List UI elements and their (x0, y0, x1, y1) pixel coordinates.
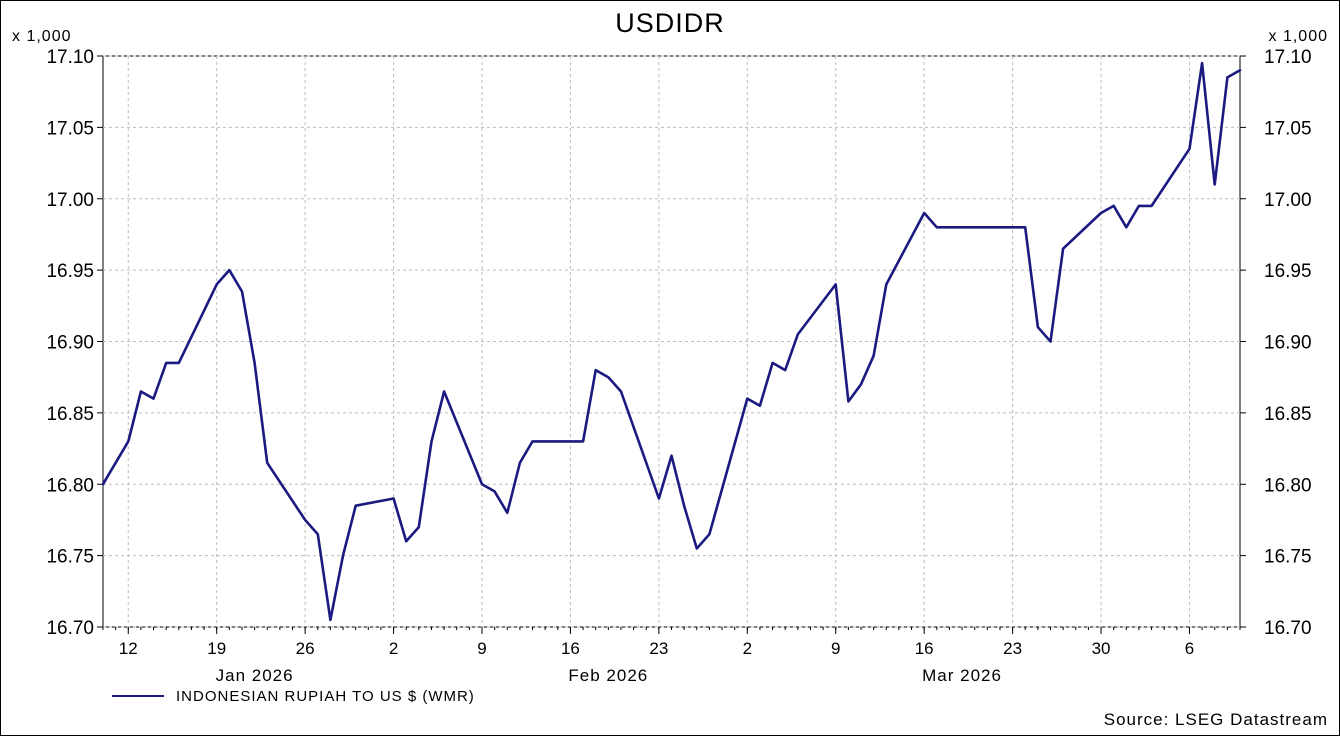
x-tick-label: 6 (1185, 639, 1194, 658)
x-tick-label: 16 (561, 639, 580, 658)
legend: INDONESIAN RUPIAH TO US $ (WMR) (112, 686, 475, 706)
y-tick-label-right: 16.80 (1264, 475, 1312, 496)
legend-swatch (112, 695, 164, 697)
y-tick-label-right: 16.75 (1264, 547, 1312, 568)
y-tick-label-right: 16.90 (1264, 333, 1312, 354)
x-tick-label: 9 (831, 639, 840, 658)
y-tick-label-right: 17.10 (1264, 47, 1312, 68)
x-tick-label: 2 (743, 639, 752, 658)
y-tick-label-left: 17.10 (46, 47, 94, 68)
legend-label: INDONESIAN RUPIAH TO US $ (WMR) (176, 687, 475, 705)
x-month-label: Jan 2026 (216, 666, 294, 685)
y-tick-label-left: 16.80 (46, 475, 94, 496)
x-tick-label: 26 (296, 639, 315, 658)
series-line (101, 61, 1242, 622)
y-tick-label-left: 16.95 (46, 261, 94, 282)
y-tick-label-left: 16.75 (46, 547, 94, 568)
source-note: Source: LSEG Datastream (1103, 710, 1328, 729)
y-tick-label-left: 17.05 (46, 118, 94, 139)
y-tick-label-right: 17.05 (1264, 118, 1312, 139)
x-tick-label: 30 (1092, 639, 1111, 658)
y-tick-label-left: 16.90 (46, 333, 94, 354)
y-tick-label-left: 16.70 (46, 618, 94, 639)
x-month-label: Feb 2026 (568, 666, 648, 685)
x-month-label: Mar 2026 (922, 666, 1002, 685)
x-tick-label: 19 (207, 639, 226, 658)
y-tick-label-left: 16.85 (46, 404, 94, 425)
x-tick-label: 23 (649, 639, 668, 658)
x-tick-label: 9 (477, 639, 486, 658)
x-tick-label: 16 (915, 639, 934, 658)
chart-title: USDIDR (615, 8, 725, 38)
y-tick-label-right: 16.70 (1264, 618, 1312, 639)
y-tick-label-right: 16.85 (1264, 404, 1312, 425)
x-tick-label: 2 (389, 639, 398, 658)
y-multiplier-left: x 1,000 (12, 28, 72, 45)
y-multiplier-right: x 1,000 (1268, 28, 1328, 45)
y-tick-label-right: 17.00 (1264, 190, 1312, 211)
y-tick-label-left: 17.00 (46, 190, 94, 211)
x-tick-label: 23 (1003, 639, 1022, 658)
x-tick-label: 12 (119, 639, 138, 658)
y-tick-label-right: 16.95 (1264, 261, 1312, 282)
